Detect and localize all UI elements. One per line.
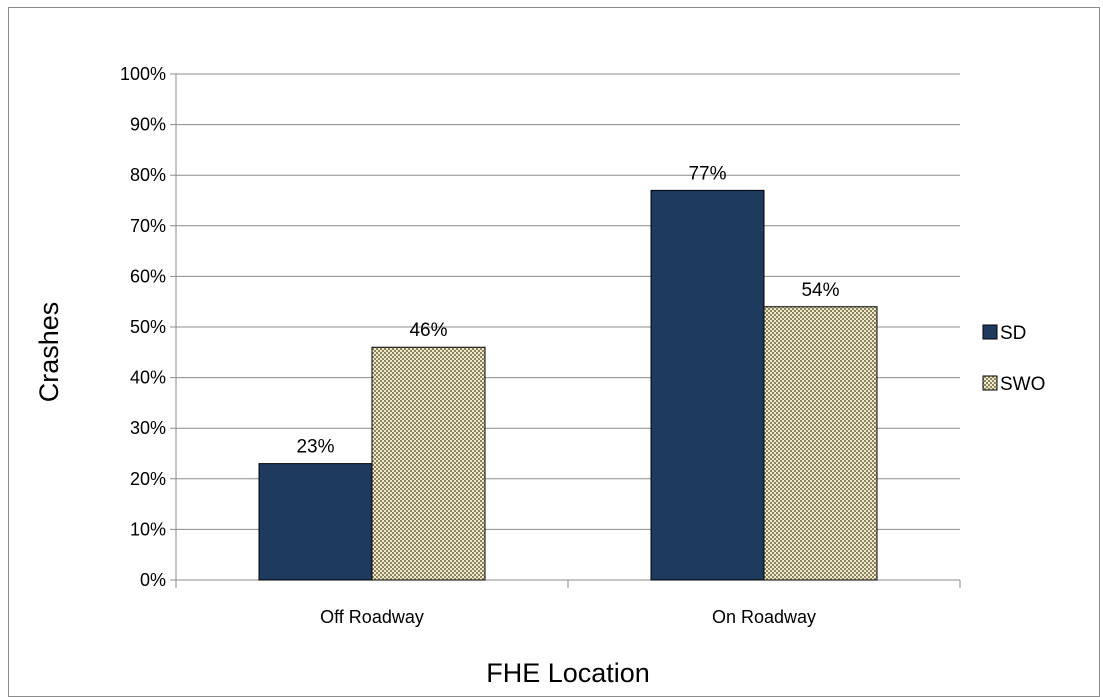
y-tick-label: 60% <box>130 266 166 286</box>
bars <box>258 189 878 581</box>
chart-frame <box>8 7 1100 697</box>
data-label: 46% <box>409 320 447 341</box>
x-axis-categories: Off Roadway On Roadway <box>320 607 816 627</box>
y-tick-label: 30% <box>130 418 166 438</box>
x-category-label: Off Roadway <box>320 607 424 627</box>
y-axis-title: Crashes <box>34 302 64 403</box>
y-tick-label: 50% <box>130 317 166 337</box>
y-tick-label: 40% <box>130 368 166 388</box>
y-tick-label: 20% <box>130 469 166 489</box>
y-tick-label: 80% <box>130 165 166 185</box>
data-label: 23% <box>296 437 334 458</box>
bar-swo-1 <box>371 346 486 581</box>
x-axis-title: FHE Location <box>486 658 650 685</box>
y-tick-label: 100% <box>120 64 166 84</box>
legend: SD SWO <box>982 323 1045 395</box>
data-labels: 23% 46% 77% 54% <box>296 163 839 457</box>
y-tick-label: 0% <box>140 570 166 590</box>
legend-swatch-sd <box>982 324 998 340</box>
legend-swatch-swo <box>982 375 998 391</box>
bar-sd-1 <box>258 463 373 581</box>
bar-swo-2 <box>763 306 878 581</box>
legend-label: SD <box>1000 323 1026 344</box>
y-tick-label: 70% <box>130 216 166 236</box>
y-axis-ticks: 0% 10% 20% 30% 40% 50% 60% 70% 80% 90% 100% <box>120 64 166 590</box>
y-tick-label: 90% <box>130 115 166 135</box>
bar-sd-2 <box>650 189 765 581</box>
data-label: 77% <box>688 163 726 184</box>
legend-label: SWO <box>1000 374 1045 395</box>
y-tick-label: 10% <box>130 519 166 539</box>
data-label: 54% <box>801 280 839 301</box>
x-category-label: On Roadway <box>712 607 816 627</box>
